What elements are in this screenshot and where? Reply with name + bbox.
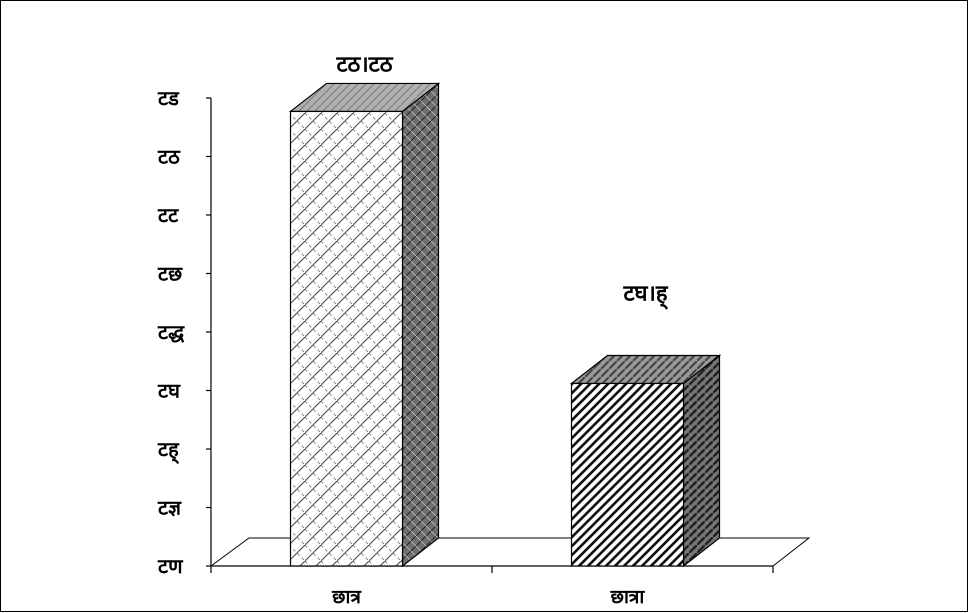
bar-2 [569,354,722,568]
data-label: टघ।ह् [622,281,668,310]
bar-front-face [570,382,685,567]
y-tick-label: टघ [157,379,181,403]
y-tick-label: टण [157,554,184,578]
y-tick-label: टह् [157,437,180,465]
bar-side-face [401,82,440,568]
y-tick-label: टद्ध [157,320,185,344]
y-tick-label: टछ [157,262,183,286]
y-tick-label: टज्ञ [157,496,182,520]
y-tick-label: टठ [157,145,181,169]
bar-front-face [289,110,404,567]
bar-side-face [682,354,721,568]
y-tick-label: टड [157,86,180,110]
bar-1 [288,82,441,568]
x-tick-label: छात्रा [610,586,646,608]
data-label: टठ।टठ [335,52,393,77]
x-tick-label: छात्र [331,586,362,608]
y-tick-label: टट [157,203,179,227]
